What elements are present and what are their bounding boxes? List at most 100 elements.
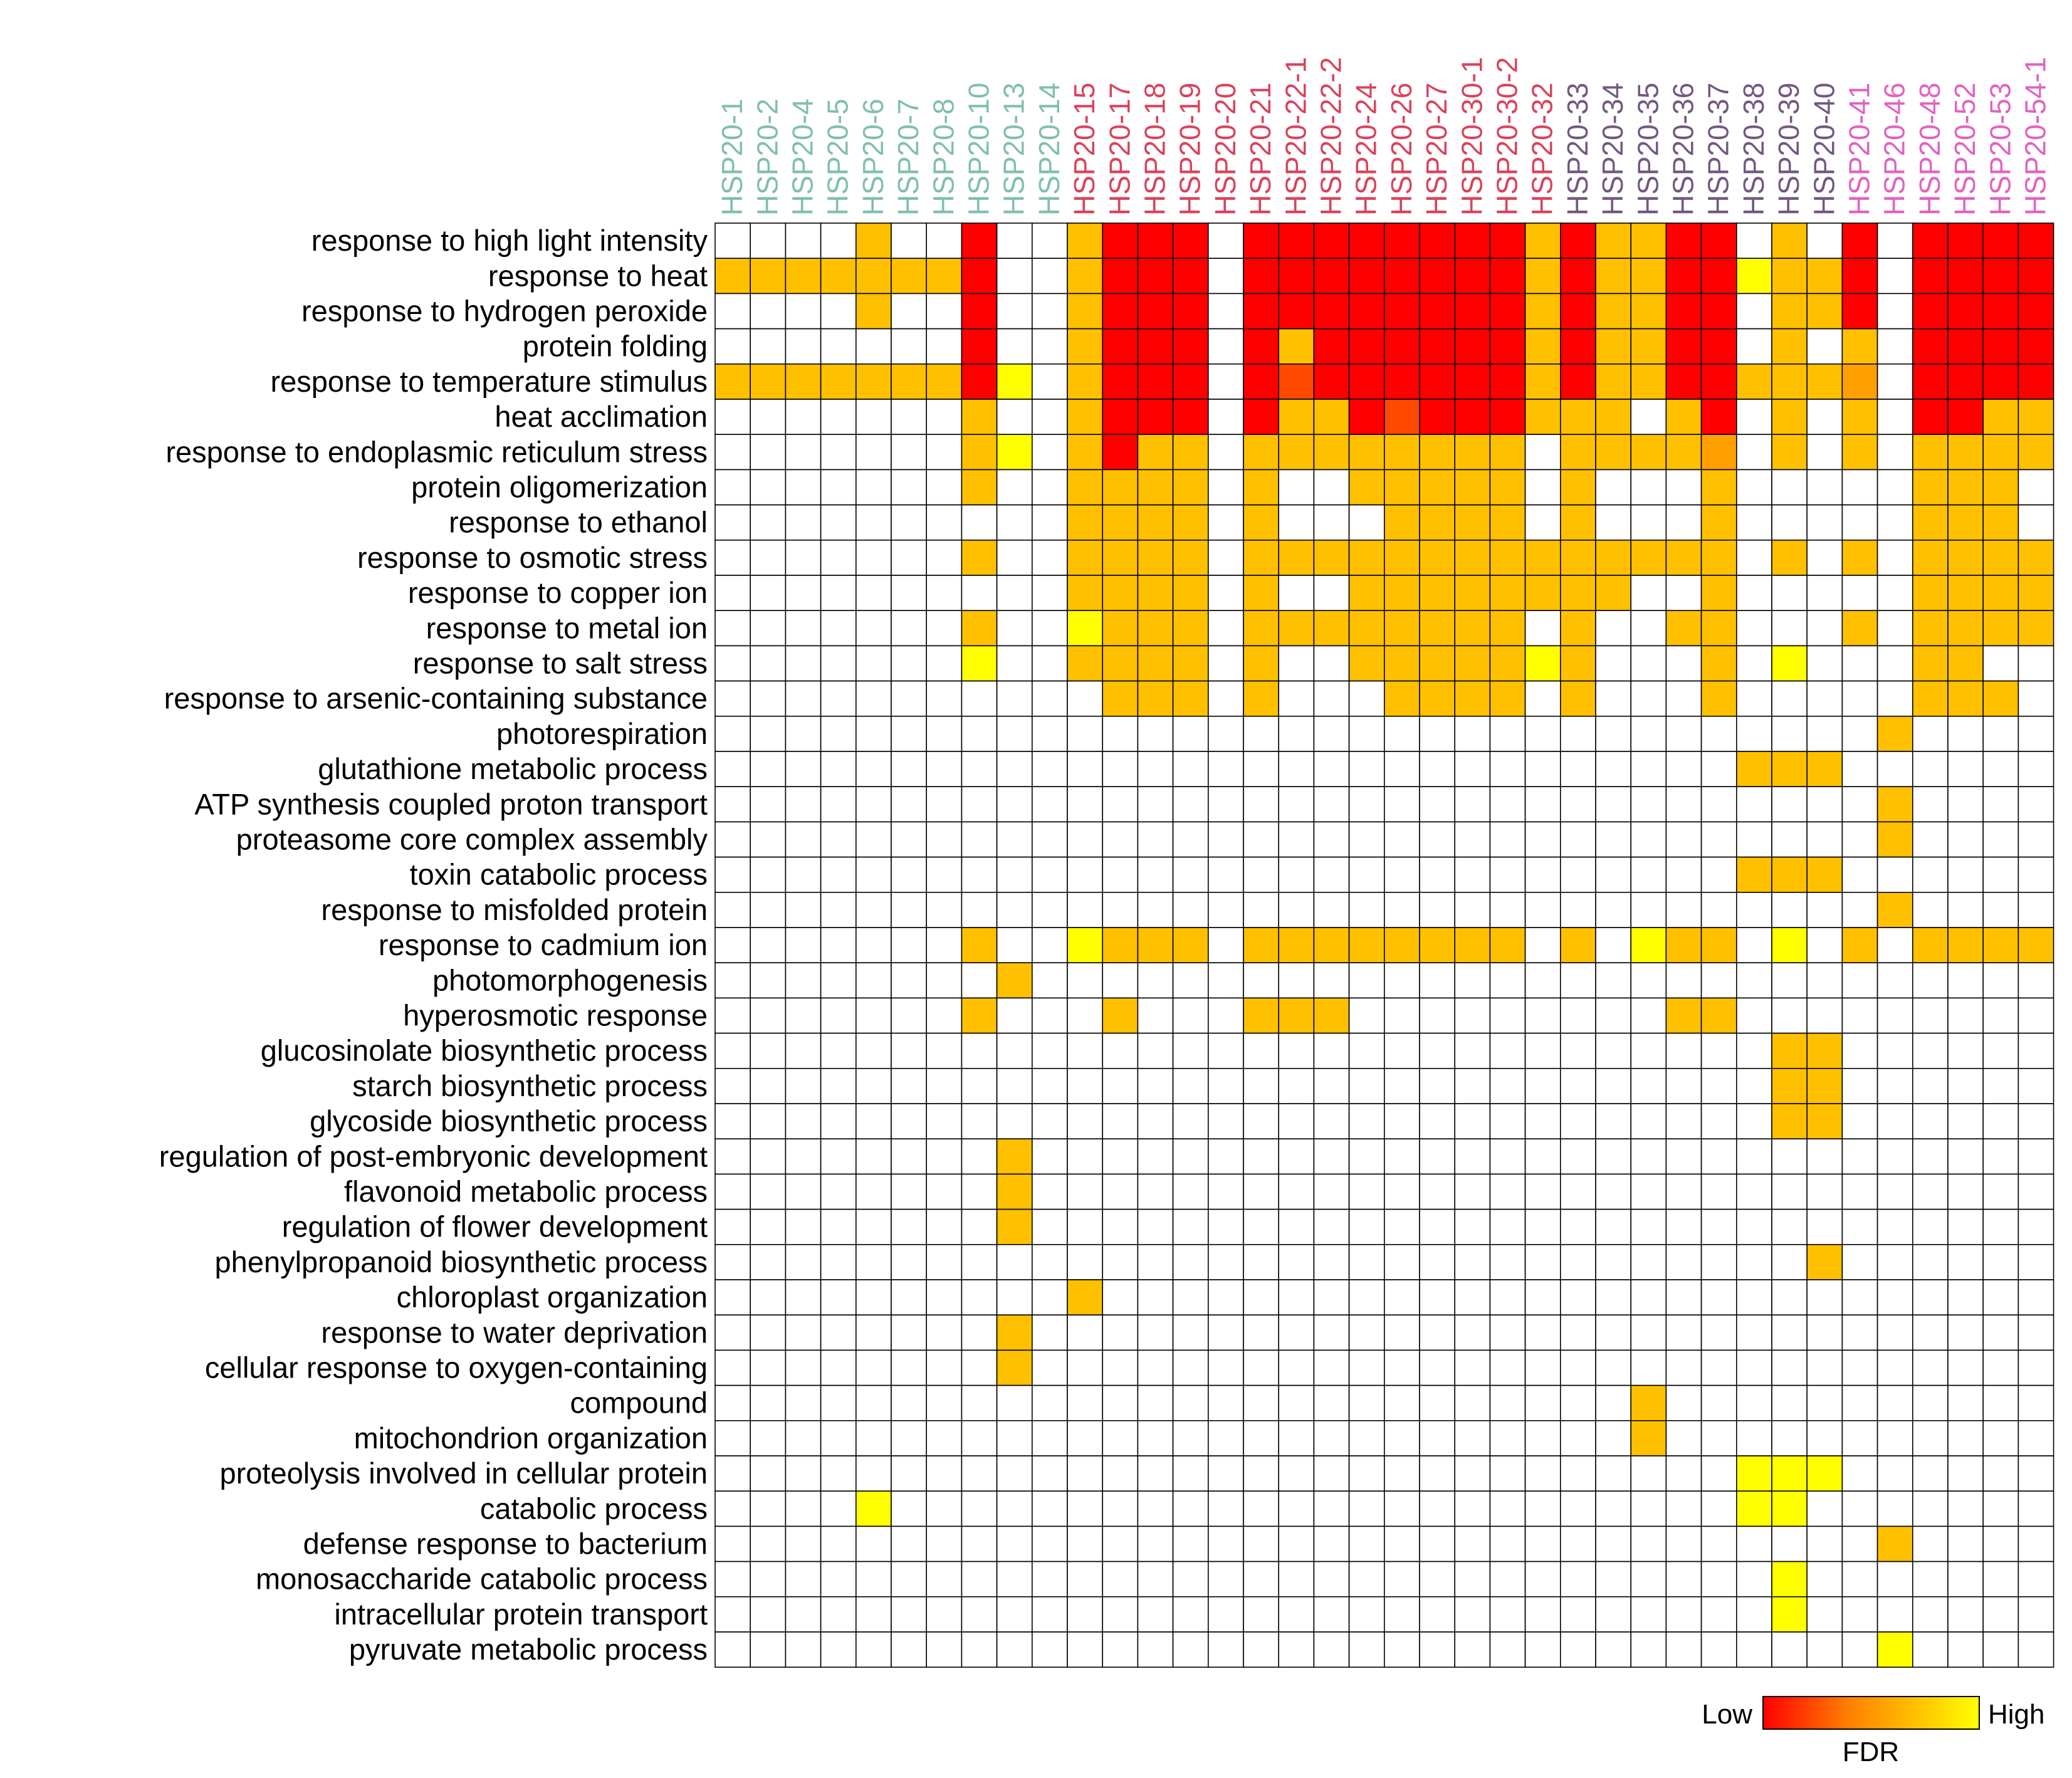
heatmap-cell: [1102, 363, 1139, 400]
heatmap-cell: [996, 469, 1033, 506]
heatmap-cell: [1137, 645, 1174, 682]
heatmap-cell: [1067, 962, 1104, 999]
heatmap-cell: [1172, 1561, 1209, 1598]
heatmap-cell: [1172, 786, 1209, 823]
heatmap-cell: [961, 1244, 998, 1280]
heatmap-cell: [1982, 610, 2019, 647]
heatmap-cell: [820, 1631, 857, 1668]
heatmap-cell: [1806, 786, 1843, 823]
heatmap-cell: [1595, 1596, 1632, 1633]
heatmap-cell: [1102, 1384, 1139, 1421]
column-label: HSP20-30-1: [1455, 57, 1488, 216]
heatmap-cell: [750, 962, 787, 999]
heatmap-cell: [1876, 1103, 1913, 1140]
heatmap-cell: [1489, 962, 1526, 999]
heatmap-cell: [1208, 1561, 1244, 1598]
heatmap-cell: [1876, 1138, 1913, 1175]
heatmap-cell: [1419, 399, 1456, 436]
heatmap-cell: [1208, 1455, 1244, 1492]
heatmap-cell: [1595, 1032, 1632, 1069]
heatmap-cell: [1524, 258, 1561, 295]
heatmap-cell: [1841, 1173, 1878, 1210]
heatmap-cell: [1771, 1455, 1808, 1492]
heatmap-cell: [1700, 1631, 1737, 1668]
heatmap-cell: [1067, 1384, 1104, 1421]
heatmap-cell: [1806, 1032, 1843, 1069]
heatmap-cell: [1841, 645, 1878, 682]
heatmap-cell: [1313, 1420, 1350, 1456]
heatmap-cell: [1700, 610, 1737, 647]
heatmap-cell: [1419, 328, 1456, 365]
heatmap-cell: [1278, 328, 1315, 365]
heatmap-cell: [1172, 1032, 1209, 1069]
heatmap-cell: [1067, 1631, 1104, 1668]
heatmap-cell: [1947, 892, 1984, 928]
heatmap-cell: [1982, 821, 2019, 858]
column-label: HSP20-14: [1033, 83, 1065, 216]
heatmap-cell: [1454, 434, 1491, 471]
heatmap-cell: [820, 997, 857, 1034]
heatmap-cell: [926, 1032, 963, 1069]
heatmap-cell: [750, 469, 787, 506]
heatmap-cell: [785, 575, 822, 612]
heatmap-cell: [1595, 962, 1632, 999]
heatmap-cell: [1876, 1596, 1913, 1633]
heatmap-cell: [1313, 469, 1350, 506]
heatmap-cell: [1032, 1349, 1068, 1386]
heatmap-cell: [1841, 716, 1878, 752]
heatmap-cell: [1243, 1032, 1280, 1069]
heatmap-cell: [1348, 610, 1385, 647]
heatmap-cell: [1384, 1032, 1420, 1069]
heatmap-cell: [891, 1103, 928, 1140]
heatmap-cell: [1630, 1032, 1667, 1069]
heatmap-cell: [1208, 258, 1244, 295]
heatmap-cell: [1243, 1068, 1280, 1104]
heatmap-cell: [926, 222, 963, 259]
heatmap-cell: [1947, 1490, 1984, 1527]
heatmap-cell: [1876, 1173, 1913, 1210]
heatmap-cell: [926, 856, 963, 893]
heatmap-cell: [926, 258, 963, 295]
heatmap-cell: [1067, 821, 1104, 858]
heatmap-cell: [1032, 504, 1068, 541]
row-label: compound: [570, 1386, 708, 1420]
heatmap-cell: [1067, 680, 1104, 717]
heatmap-cell: [1348, 645, 1385, 682]
heatmap-cell: [1771, 645, 1808, 682]
heatmap-cell: [1348, 504, 1385, 541]
heatmap-cell: [1278, 258, 1315, 295]
heatmap-cell: [1595, 856, 1632, 893]
heatmap-cell: [1700, 997, 1737, 1034]
heatmap-cell: [1454, 1173, 1491, 1210]
heatmap-cell: [2017, 1420, 2054, 1456]
heatmap-cell: [1736, 328, 1772, 365]
heatmap-cell: [1278, 610, 1315, 647]
heatmap-cell: [820, 1561, 857, 1598]
heatmap-cell: [1032, 1490, 1068, 1527]
heatmap-cell: [1489, 1420, 1526, 1456]
heatmap-cell: [1032, 1138, 1068, 1175]
heatmap-cell: [1313, 1208, 1350, 1245]
heatmap-cell: [1736, 786, 1772, 823]
heatmap-cell: [1560, 293, 1596, 330]
heatmap-cell: [1595, 610, 1632, 647]
heatmap-cell: [1982, 1561, 2019, 1598]
heatmap-cell: [1912, 258, 1949, 295]
heatmap-cell: [926, 434, 963, 471]
heatmap-cell: [1137, 293, 1174, 330]
heatmap-cell: [1419, 258, 1456, 295]
heatmap-cell: [1806, 1490, 1843, 1527]
heatmap-cell: [714, 610, 751, 647]
heatmap-cell: [961, 469, 998, 506]
heatmap-cell: [1806, 328, 1843, 365]
column-label: HSP20-20: [1209, 83, 1242, 216]
heatmap-cell: [1454, 1561, 1491, 1598]
column-label: HSP20-30-2: [1491, 57, 1524, 216]
heatmap-cell: [1982, 1138, 2019, 1175]
heatmap-cell: [1243, 1561, 1280, 1598]
heatmap-cell: [1278, 504, 1315, 541]
heatmap-cell: [1032, 293, 1068, 330]
heatmap-cell: [891, 927, 928, 964]
heatmap-cell: [1208, 856, 1244, 893]
heatmap-cell: [926, 1244, 963, 1280]
